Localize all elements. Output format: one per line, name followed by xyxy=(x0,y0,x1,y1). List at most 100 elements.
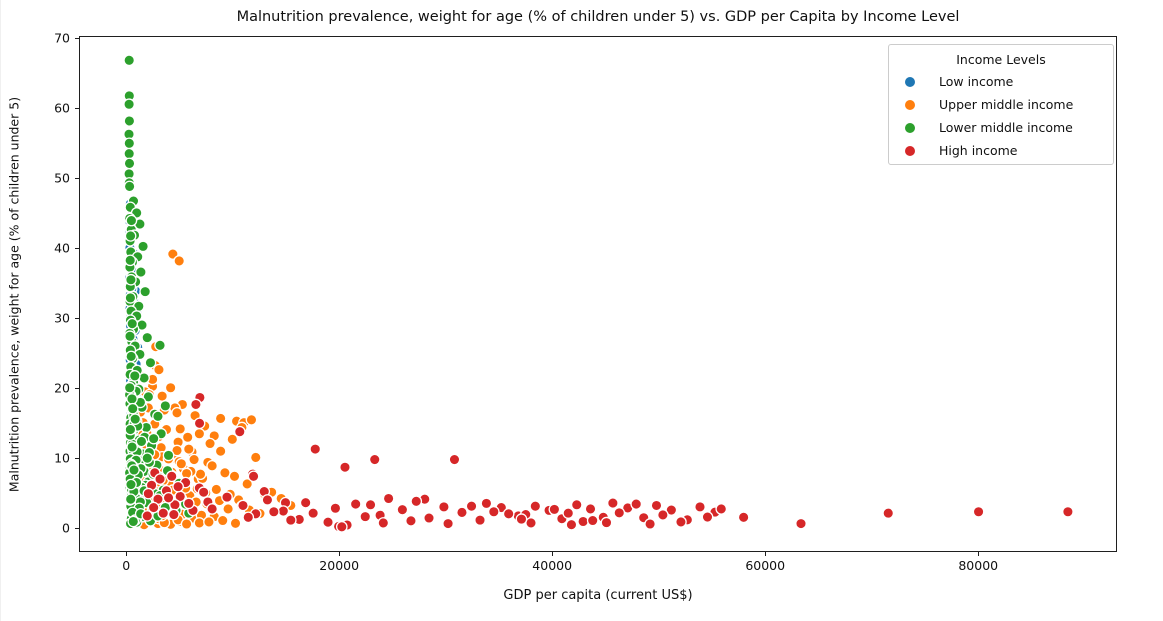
scatter-point xyxy=(216,514,229,527)
scatter-point xyxy=(644,518,656,530)
scatter-point xyxy=(307,507,319,519)
scatter-point xyxy=(153,363,165,376)
scatter-point xyxy=(529,500,542,513)
y-tick-mark xyxy=(75,458,79,460)
scatter-point xyxy=(206,460,218,472)
scatter-point xyxy=(157,507,170,519)
x-tick-label: 60000 xyxy=(745,558,786,573)
scatter-point xyxy=(377,517,390,529)
scatter-point xyxy=(194,468,207,481)
scatter-point xyxy=(159,400,172,412)
scatter-point xyxy=(142,390,155,403)
x-tick-label: 80000 xyxy=(958,558,999,573)
scatter-point xyxy=(364,498,377,511)
legend-swatch-high-income-icon xyxy=(905,145,915,156)
legend-item-upper-middle-income: Upper middle income xyxy=(889,93,1113,116)
y-tick-mark xyxy=(75,178,79,180)
scatter-point xyxy=(349,498,362,510)
y-tick-label: 60 xyxy=(54,100,70,116)
chart-title: Malnutrition prevalence, weight for age … xyxy=(236,9,960,25)
scatter-point xyxy=(128,370,141,382)
scatter-point xyxy=(125,478,137,491)
scatter-point xyxy=(129,413,142,425)
x-tick-mark xyxy=(552,552,554,556)
scatter-point xyxy=(438,501,450,513)
scatter-point xyxy=(156,390,168,402)
scatter-point xyxy=(226,433,239,446)
scatter-point xyxy=(138,372,150,384)
scatter-point xyxy=(405,514,417,527)
scatter-point xyxy=(299,496,312,509)
legend-label-low-income: Low income xyxy=(939,74,1014,89)
scatter-point xyxy=(237,499,249,512)
x-tick-mark xyxy=(126,552,128,556)
x-tick-mark xyxy=(765,552,767,556)
scatter-point xyxy=(228,470,241,483)
legend-swatch-lower-middle-income-icon xyxy=(905,122,915,133)
legend-swatch-low-income-icon xyxy=(905,76,915,87)
scatter-point xyxy=(586,514,599,527)
scatter-point xyxy=(204,437,216,450)
scatter-point xyxy=(142,487,155,500)
scatter-point xyxy=(139,285,152,298)
scatter-point xyxy=(182,443,195,455)
scatter-point xyxy=(249,451,262,464)
y-tick-label: 70 xyxy=(54,30,70,46)
scatter-point xyxy=(203,516,215,528)
x-axis-label: GDP per capita (current US$) xyxy=(503,588,693,603)
y-tick-label: 30 xyxy=(54,310,70,326)
scatter-point xyxy=(607,497,619,509)
scatter-point xyxy=(548,503,561,516)
scatter-point xyxy=(267,505,280,518)
scatter-point xyxy=(123,157,136,170)
scatter-point xyxy=(164,381,177,394)
scatter-point xyxy=(694,501,706,513)
legend-item-lower-middle-income: Lower middle income xyxy=(889,116,1113,139)
legend-label-upper-middle-income: Upper middle income xyxy=(939,97,1074,112)
scatter-points-layer xyxy=(123,54,1074,533)
scatter-point xyxy=(442,517,454,530)
scatter-point xyxy=(193,517,206,529)
scatter-point xyxy=(515,513,528,525)
scatter-point xyxy=(175,457,188,470)
scatter-point xyxy=(229,517,242,530)
scatter-point xyxy=(309,443,322,455)
scatter-point xyxy=(126,441,138,453)
scatter-point xyxy=(214,412,227,425)
scatter-point xyxy=(737,511,750,524)
scatter-point xyxy=(190,398,202,411)
y-tick-label: 40 xyxy=(54,240,70,256)
scatter-point xyxy=(182,497,195,510)
scatter-point xyxy=(277,505,290,517)
y-tick-label: 50 xyxy=(54,170,70,186)
scatter-point xyxy=(382,492,395,505)
scatter-point xyxy=(126,317,139,330)
scatter-point xyxy=(124,423,137,436)
scatter-point xyxy=(795,517,807,530)
y-tick-label: 20 xyxy=(54,380,70,396)
y-tick-mark xyxy=(75,528,79,529)
scatter-point xyxy=(882,507,895,519)
scatter-point xyxy=(162,449,175,462)
scatter-point xyxy=(147,432,160,445)
scatter-point xyxy=(123,98,135,111)
scatter-point xyxy=(329,502,342,515)
scatter-point xyxy=(339,461,351,474)
scatter-point xyxy=(210,483,223,496)
scatter-point xyxy=(284,514,297,526)
legend-title: Income Levels xyxy=(956,52,1046,67)
scatter-point xyxy=(174,423,187,435)
scatter-point xyxy=(241,478,254,490)
scatter-point xyxy=(135,435,148,448)
scatter-point xyxy=(214,445,227,458)
scatter-point xyxy=(206,503,218,515)
x-tick-label: 20000 xyxy=(319,558,360,573)
scatter-point xyxy=(137,240,149,253)
scatter-point xyxy=(565,518,578,531)
legend-item-high-income: High income xyxy=(889,139,1113,162)
scatter-point xyxy=(584,503,597,515)
scatter-point xyxy=(167,508,180,521)
scatter-point xyxy=(128,464,140,476)
scatter-point xyxy=(124,292,137,304)
